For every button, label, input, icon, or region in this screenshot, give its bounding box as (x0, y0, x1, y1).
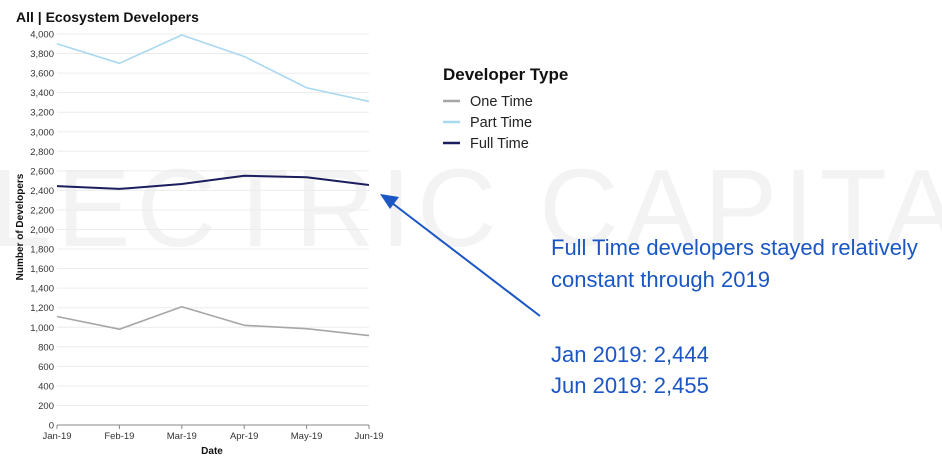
watermark-logo: ELECTRIC CAPITAL (0, 148, 942, 268)
x-tick-label: Feb-19 (104, 431, 134, 442)
x-tick-label: Apr-19 (230, 431, 259, 442)
chart-title: All | Ecosystem Developers (16, 9, 199, 25)
y-tick-label: 3,000 (30, 127, 54, 138)
y-tick-label: 1,200 (30, 303, 54, 314)
x-axis-ticks: Jan-19 Feb-19 Mar-19 Apr-19 May-19 Jun-19 (42, 425, 384, 442)
y-tick-label: 4,000 (30, 30, 54, 41)
series-line-full-time (56, 174, 370, 190)
y-tick-label: 2,800 (30, 147, 54, 158)
x-tick-label: Jan-19 (42, 431, 71, 442)
annotation-arrow-line (391, 202, 541, 317)
y-tick-label: 1,800 (30, 245, 54, 256)
y-tick-label: 1,400 (30, 284, 54, 295)
y-tick-label: 2,200 (30, 205, 54, 216)
x-tick-label: Mar-19 (167, 431, 197, 442)
x-tick-label: Jun-19 (354, 431, 383, 442)
y-tick-label: 800 (38, 342, 54, 353)
grid (57, 33, 369, 426)
annotation-line-2: constant through 2019 (551, 267, 770, 292)
y-tick-label: 2,000 (30, 225, 54, 236)
annotation-line-1: Full Time developers stayed relatively (551, 235, 918, 260)
legend: Developer Type One Time Part Time Full Tim… (443, 65, 568, 152)
y-axis-label: Number of Developers (15, 173, 26, 280)
legend-label-part-time: Part Time (470, 115, 532, 131)
annotation-jun-value: Jun 2019: 2,455 (551, 373, 709, 398)
annotation-jan-value: Jan 2019: 2,444 (551, 342, 709, 367)
y-tick-label: 400 (38, 381, 54, 392)
y-tick-label: 3,200 (30, 108, 54, 119)
annotation: Full Time developers stayed relatively c… (380, 194, 918, 398)
x-axis-label: Date (201, 446, 223, 457)
legend-title: Developer Type (443, 65, 568, 84)
series-line-one-time (56, 305, 370, 337)
y-tick-label: 600 (38, 362, 54, 373)
y-tick-label: 2,600 (30, 166, 54, 177)
y-tick-label: 3,400 (30, 88, 54, 99)
y-tick-label: 2,400 (30, 186, 54, 197)
legend-label-one-time: One Time (470, 94, 533, 110)
annotation-arrow-head (380, 194, 399, 209)
y-tick-label: 200 (38, 401, 54, 412)
y-tick-label: 1,600 (30, 264, 54, 275)
x-tick-label: May-19 (291, 431, 323, 442)
y-axis-ticks: 0 200 400 600 800 1,000 1,200 1,400 1,600 1,800 2,… (30, 30, 54, 432)
legend-label-full-time: Full Time (470, 136, 529, 152)
series-line-part-time (56, 34, 370, 103)
y-tick-label: 0 (49, 421, 54, 432)
y-tick-label: 3,800 (30, 49, 54, 60)
y-tick-label: 1,000 (30, 323, 54, 334)
y-tick-label: 3,600 (30, 69, 54, 80)
series-lines (56, 34, 370, 337)
watermark-text: ELECTRIC CAPITAL (0, 148, 942, 268)
